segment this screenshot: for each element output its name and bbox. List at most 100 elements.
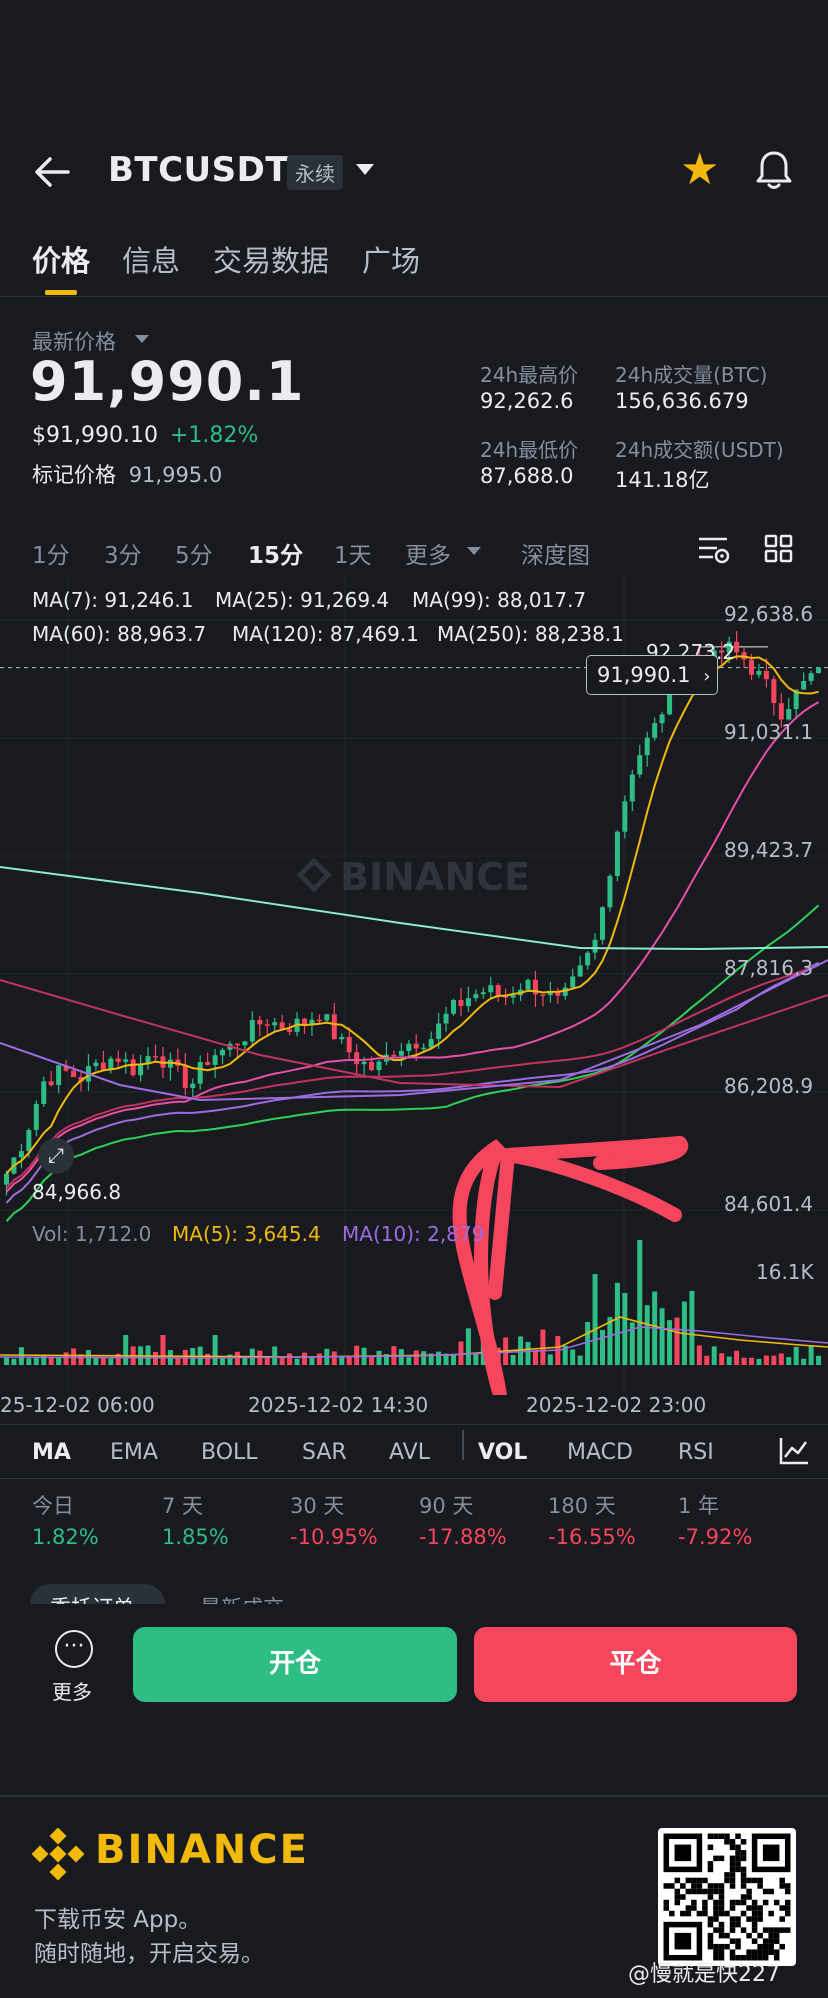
volume-bar	[272, 1346, 278, 1365]
interval-3m[interactable]: 3分	[104, 543, 142, 569]
qr-module	[724, 1877, 730, 1884]
volume-bar	[63, 1352, 69, 1365]
qr-module	[762, 1954, 769, 1961]
qr-module	[718, 1943, 725, 1950]
volume-bar	[801, 1358, 807, 1365]
indicator-boll[interactable]: BOLL	[201, 1440, 258, 1465]
candle	[652, 723, 658, 738]
candle	[279, 1022, 285, 1030]
open-position-button[interactable]: 开仓	[133, 1627, 457, 1702]
volume-bar	[711, 1346, 717, 1365]
qr-module	[779, 1943, 785, 1950]
fullscreen-expand-icon[interactable]: ⤢	[38, 1138, 74, 1174]
volume-bar	[160, 1335, 166, 1365]
candle	[63, 1065, 69, 1071]
qr-module	[757, 1954, 763, 1961]
indicator-settings-icon[interactable]	[697, 534, 731, 566]
volume-bar	[562, 1345, 568, 1365]
back-arrow-icon[interactable]	[30, 150, 74, 194]
candle	[540, 994, 546, 996]
bell-icon[interactable]	[752, 148, 796, 192]
qr-module	[768, 1927, 774, 1933]
interval-15m[interactable]: 15分	[248, 543, 304, 569]
more-button-label[interactable]: 更多	[52, 1680, 92, 1704]
depth-chart-tab[interactable]: 深度图	[521, 543, 590, 569]
qr-module	[751, 1949, 758, 1955]
current-price-tag[interactable]: 91,990.1 ›	[586, 655, 718, 695]
star-icon[interactable]: ★	[680, 144, 720, 195]
volume-bar	[316, 1353, 322, 1365]
qr-module	[718, 1921, 725, 1928]
chevron-down-icon[interactable]	[356, 164, 374, 175]
qr-module	[751, 1954, 758, 1961]
qr-module	[751, 1905, 758, 1911]
candle	[287, 1029, 293, 1032]
qr-module	[740, 1883, 747, 1889]
candle	[525, 979, 531, 990]
volume-btc-value: 156,636.679	[615, 389, 749, 413]
tab-square[interactable]: 广场	[362, 244, 421, 278]
qr-module	[724, 1872, 730, 1878]
interval-5m[interactable]: 5分	[175, 543, 213, 569]
volume-bar	[763, 1355, 769, 1365]
volume-bar	[771, 1355, 777, 1365]
volume-bar	[115, 1353, 121, 1365]
indicator-vol[interactable]: VOL	[478, 1440, 528, 1465]
candle	[167, 1059, 173, 1068]
volume-bar	[510, 1354, 516, 1365]
latest-price-label[interactable]: 最新价格	[32, 330, 116, 354]
indicator-sar[interactable]: SAR	[302, 1440, 347, 1465]
candle	[555, 991, 561, 996]
symbol-title[interactable]: BTCUSDT	[108, 150, 290, 190]
qr-module	[735, 1855, 741, 1862]
qr-module	[691, 1905, 697, 1911]
chart-indicator-icon[interactable]	[778, 1436, 810, 1466]
y-axis-label: 92,638.6	[724, 602, 814, 626]
indicator-macd[interactable]: MACD	[567, 1440, 633, 1465]
qr-module	[746, 1932, 752, 1939]
tab-price[interactable]: 价格	[32, 244, 91, 278]
candle	[145, 1056, 151, 1064]
volume-bar	[614, 1282, 620, 1365]
qr-module	[718, 1833, 725, 1840]
more-icon[interactable]	[55, 1630, 93, 1668]
qr-module	[702, 1905, 708, 1911]
tab-info[interactable]: 信息	[122, 244, 181, 278]
candle	[212, 1055, 218, 1065]
qr-module	[718, 1894, 725, 1900]
qr-module	[746, 1894, 752, 1900]
qr-module	[751, 1877, 758, 1884]
interval-1d[interactable]: 1天	[334, 543, 372, 569]
caret-down-icon[interactable]	[467, 547, 481, 555]
volume-bar	[696, 1345, 702, 1365]
indicator-rsi[interactable]: RSI	[678, 1440, 714, 1465]
qr-module	[740, 1855, 747, 1862]
candle	[503, 995, 509, 998]
indicator-avl[interactable]: AVL	[389, 1440, 430, 1465]
volume-bar	[227, 1354, 233, 1365]
candle	[495, 985, 501, 996]
layout-grid-icon[interactable]	[764, 534, 794, 564]
candle	[510, 995, 516, 998]
qr-module	[713, 1954, 719, 1961]
close-position-button[interactable]: 平仓	[474, 1627, 797, 1702]
indicator-ema[interactable]: EMA	[110, 1440, 158, 1465]
ma120-legend: MA(120): 87,469.1	[232, 622, 419, 646]
qr-module	[779, 1916, 785, 1922]
qr-module	[718, 1905, 725, 1911]
volume-bar	[376, 1350, 382, 1365]
volume-bar	[212, 1335, 218, 1365]
interval-1m[interactable]: 1分	[32, 543, 70, 569]
period-value: -10.95%	[290, 1525, 378, 1549]
volume-bar	[339, 1355, 345, 1365]
candle	[220, 1049, 226, 1056]
candle	[93, 1062, 99, 1067]
caret-down-icon[interactable]	[135, 335, 149, 343]
volume-bar	[637, 1240, 643, 1365]
candlestick-chart[interactable]: BINANCE	[0, 575, 828, 1395]
qr-module	[691, 1899, 697, 1906]
interval-more[interactable]: 更多	[405, 543, 451, 569]
indicator-ma[interactable]: MA	[32, 1440, 71, 1465]
ma99-long-line	[0, 959, 828, 1102]
tab-trading-data[interactable]: 交易数据	[213, 244, 330, 278]
